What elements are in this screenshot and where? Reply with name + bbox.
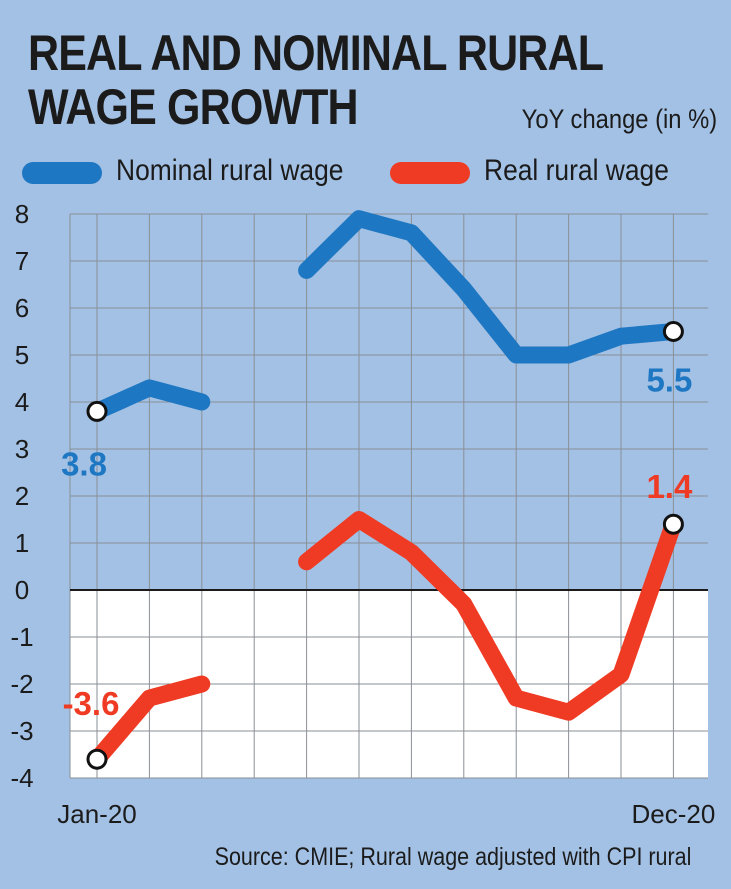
- legend-label-real: Real rural wage: [484, 154, 669, 187]
- chart-title-line-1: REAL AND NOMINAL RURAL: [28, 25, 604, 81]
- data-label-real: -3.6: [63, 685, 120, 722]
- y-tick-label: 1: [15, 528, 29, 558]
- point-marker-real: [86, 748, 108, 770]
- y-tick-label: -2: [10, 669, 33, 699]
- y-tick-label: 5: [15, 340, 29, 370]
- series-line-nominal: [298, 210, 682, 364]
- y-tick-label: -4: [10, 763, 33, 793]
- series-line-real: [298, 511, 682, 721]
- y-tick-label: -1: [10, 622, 33, 652]
- y-tick-label: 4: [15, 387, 29, 417]
- legend-swatch-real: [390, 162, 470, 184]
- y-tick-label: 7: [15, 246, 29, 276]
- point-marker-real: [662, 513, 684, 535]
- data-label-nominal: 5.5: [646, 362, 692, 399]
- chart-title-line-2: WAGE GROWTH: [28, 79, 359, 135]
- point-marker-nominal: [86, 400, 108, 422]
- y-tick-label: 8: [15, 199, 29, 229]
- source-note: Source: CMIE; Rural wage adjusted with C…: [214, 843, 691, 871]
- y-tick-label: 6: [15, 293, 29, 323]
- chart-title: REAL AND NOMINAL RURAL WAGE GROWTH: [28, 25, 604, 135]
- legend-label-nominal: Nominal rural wage: [116, 154, 344, 187]
- series-line-real: [88, 675, 211, 768]
- legend-swatch-nominal: [22, 162, 102, 184]
- data-label-real: 1.4: [646, 468, 693, 505]
- series-line-nominal: [88, 379, 211, 420]
- y-tick-label: -3: [10, 716, 33, 746]
- x-tick-label: Jan-20: [57, 799, 137, 829]
- chart-subtitle: YoY change (in %): [521, 104, 717, 134]
- x-tick-label: Dec-20: [631, 799, 715, 829]
- data-label-nominal: 3.8: [61, 445, 107, 482]
- y-tick-label: 0: [15, 575, 29, 605]
- y-tick-label: 2: [15, 481, 29, 511]
- point-marker-nominal: [662, 321, 684, 342]
- y-tick-label: 3: [15, 434, 29, 464]
